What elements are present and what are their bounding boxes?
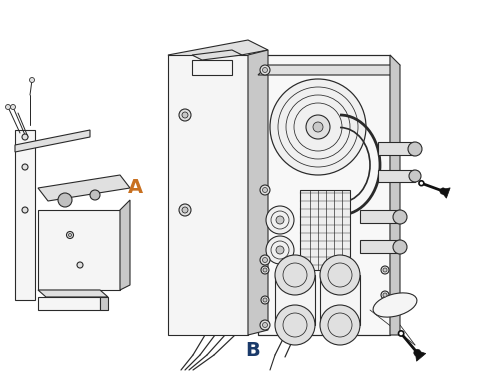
Circle shape xyxy=(276,216,284,224)
Circle shape xyxy=(440,188,446,194)
Circle shape xyxy=(179,204,191,216)
Circle shape xyxy=(414,349,421,357)
Circle shape xyxy=(262,187,268,192)
Ellipse shape xyxy=(373,293,417,317)
Polygon shape xyxy=(192,50,242,60)
Circle shape xyxy=(266,236,294,264)
Circle shape xyxy=(90,190,100,200)
Circle shape xyxy=(306,115,330,139)
Circle shape xyxy=(320,305,360,345)
Polygon shape xyxy=(300,190,350,270)
Polygon shape xyxy=(38,290,108,297)
Text: B: B xyxy=(245,340,260,360)
Circle shape xyxy=(398,331,404,336)
Polygon shape xyxy=(378,142,415,155)
Polygon shape xyxy=(378,170,415,182)
Circle shape xyxy=(381,266,389,274)
Circle shape xyxy=(182,112,188,118)
Circle shape xyxy=(261,266,269,274)
Circle shape xyxy=(266,206,294,234)
Polygon shape xyxy=(360,210,400,223)
Polygon shape xyxy=(440,188,450,198)
Polygon shape xyxy=(100,297,108,310)
Circle shape xyxy=(276,246,284,254)
Circle shape xyxy=(381,291,389,299)
Circle shape xyxy=(22,164,28,170)
Circle shape xyxy=(263,298,267,302)
Polygon shape xyxy=(168,55,248,335)
Circle shape xyxy=(182,207,188,213)
Circle shape xyxy=(30,77,35,82)
Circle shape xyxy=(263,268,267,272)
Polygon shape xyxy=(15,130,90,152)
Circle shape xyxy=(275,305,315,345)
Polygon shape xyxy=(38,175,130,201)
Polygon shape xyxy=(38,210,120,290)
Circle shape xyxy=(66,231,73,238)
Circle shape xyxy=(58,193,72,207)
Circle shape xyxy=(68,233,71,236)
Circle shape xyxy=(260,65,270,75)
Polygon shape xyxy=(120,200,130,290)
Circle shape xyxy=(383,268,387,272)
Circle shape xyxy=(179,109,191,121)
Circle shape xyxy=(393,240,407,254)
Polygon shape xyxy=(390,55,400,335)
Circle shape xyxy=(262,67,268,72)
Circle shape xyxy=(313,122,323,132)
Text: A: A xyxy=(128,177,143,196)
Circle shape xyxy=(77,262,83,268)
Polygon shape xyxy=(320,275,360,325)
Polygon shape xyxy=(415,350,426,361)
Circle shape xyxy=(260,255,270,265)
Polygon shape xyxy=(275,275,315,325)
Polygon shape xyxy=(248,50,268,335)
Polygon shape xyxy=(258,55,390,335)
Polygon shape xyxy=(360,240,400,253)
Circle shape xyxy=(260,185,270,195)
Circle shape xyxy=(10,104,16,109)
Circle shape xyxy=(6,104,10,109)
Circle shape xyxy=(393,210,407,224)
Circle shape xyxy=(261,296,269,304)
Polygon shape xyxy=(168,40,268,65)
Polygon shape xyxy=(38,297,100,310)
Polygon shape xyxy=(192,60,232,75)
Circle shape xyxy=(408,142,422,156)
Polygon shape xyxy=(15,130,35,300)
Polygon shape xyxy=(258,65,400,75)
Circle shape xyxy=(22,207,28,213)
Circle shape xyxy=(275,255,315,295)
Circle shape xyxy=(419,181,424,186)
Circle shape xyxy=(383,293,387,297)
Circle shape xyxy=(22,134,28,140)
Circle shape xyxy=(270,79,366,175)
Circle shape xyxy=(262,258,268,263)
Circle shape xyxy=(320,255,360,295)
Circle shape xyxy=(260,320,270,330)
Circle shape xyxy=(262,323,268,328)
Circle shape xyxy=(409,170,421,182)
